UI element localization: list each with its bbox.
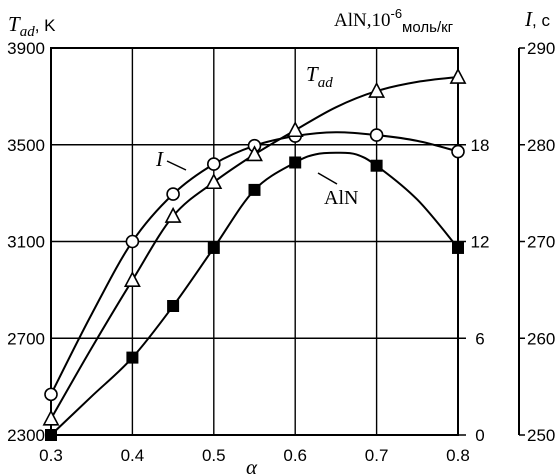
x-tick-label: 0.7 <box>365 446 389 465</box>
left-tick-label: 2700 <box>7 329 45 348</box>
x-axis-title: α <box>246 455 258 476</box>
point-tad <box>449 67 467 84</box>
point-tad <box>123 270 141 287</box>
left-tick-label: 3900 <box>7 39 45 58</box>
inner-tick-label: 12 <box>471 233 490 252</box>
point-i <box>44 387 58 402</box>
right-tick-label: 280 <box>527 136 555 155</box>
series-line-i <box>50 131 459 395</box>
point-aln <box>370 159 383 172</box>
i-annotation-leader <box>166 160 187 171</box>
right-tick-label: 270 <box>527 233 555 252</box>
right-tick-label: 290 <box>527 39 555 58</box>
point-tad <box>205 173 223 190</box>
point-aln <box>207 241 220 254</box>
tick-labels: 0.3 0.4 0.5 0.6 0.7 0.8 2300 2700 3100 3500 3900 0 6… <box>7 39 555 465</box>
right-tick-label: 260 <box>527 329 555 348</box>
right-axis-title: I, c <box>524 7 550 31</box>
point-tad <box>164 206 182 223</box>
point-i <box>207 157 221 171</box>
point-aln <box>452 241 464 254</box>
point-aln <box>167 300 180 312</box>
point-tad <box>368 81 386 98</box>
x-tick-label: 0.8 <box>446 446 470 465</box>
left-tick-label: 2300 <box>7 426 45 445</box>
axis-ticks <box>458 47 525 436</box>
point-i <box>451 144 465 159</box>
x-tick-label: 0.3 <box>39 446 63 465</box>
series-line-tad <box>50 76 459 420</box>
i-annotation: I <box>155 147 164 171</box>
point-i <box>125 234 140 249</box>
grid-lines <box>51 48 458 435</box>
point-aln <box>289 156 302 169</box>
point-tad <box>42 409 60 426</box>
left-tick-label: 3100 <box>7 233 45 252</box>
aln-annotation: AlN <box>324 187 358 209</box>
inner-tick-label: 6 <box>475 329 484 348</box>
series-markers <box>42 67 467 441</box>
inner-tick-label: 18 <box>471 136 490 155</box>
aln-annotation-leader <box>317 172 338 185</box>
tad-annotation: Tad <box>306 62 333 91</box>
right-tick-label: 250 <box>527 426 555 445</box>
point-i <box>369 128 384 142</box>
point-aln <box>248 183 261 196</box>
inner-axis-title: AlN,10-6моль/кг <box>334 6 454 36</box>
point-aln <box>126 351 139 364</box>
point-tad <box>286 121 304 138</box>
x-tick-label: 0.5 <box>202 446 226 465</box>
left-axis-title: Tad, K <box>8 12 56 40</box>
x-tick-label: 0.6 <box>283 446 307 465</box>
point-aln <box>45 429 57 441</box>
point-i <box>166 187 180 201</box>
x-tick-label: 0.4 <box>121 446 145 465</box>
series-curves <box>50 76 459 436</box>
inner-tick-label: 0 <box>475 426 484 445</box>
left-tick-label: 3500 <box>7 136 45 155</box>
point-tad <box>246 145 263 162</box>
